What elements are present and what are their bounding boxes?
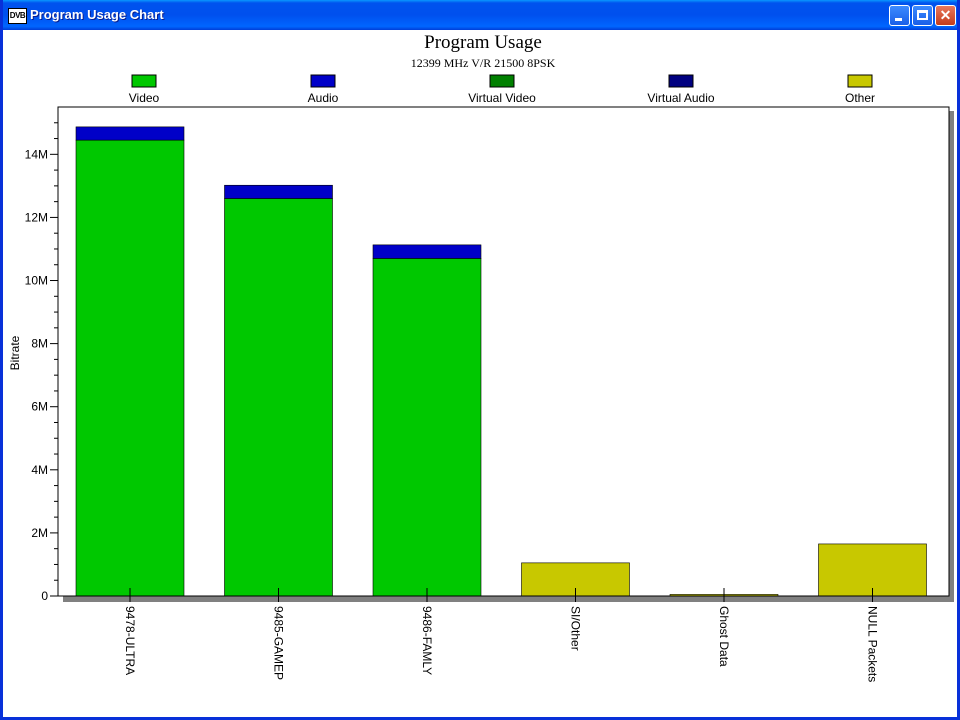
- bar-9486-famly-audio: [372, 244, 482, 259]
- bar-9478-ultra-video: [75, 139, 185, 597]
- x-tick-label: 9486-FAMLY: [420, 606, 434, 675]
- x-tick-label: 9485-GAMEP: [272, 606, 286, 680]
- legend-label-0: Video: [129, 91, 160, 105]
- legend-swatch-3: [668, 74, 694, 88]
- minimize-button[interactable]: [889, 5, 910, 26]
- title-bar[interactable]: DVB Program Usage Chart ✕: [3, 0, 957, 30]
- legend-label-2: Virtual Video: [468, 91, 536, 105]
- y-axis-label: Bitrate: [8, 335, 22, 370]
- bar-null-packets-other: [818, 543, 927, 597]
- chart-subtitle: 12399 MHz V/R 21500 8PSK: [411, 56, 556, 70]
- bar-9486-famly-video: [372, 258, 482, 597]
- maximize-button[interactable]: [912, 5, 933, 26]
- minimize-icon: [895, 18, 902, 21]
- legend-swatch-1: [310, 74, 336, 88]
- x-tick-label: SI/Other: [569, 606, 583, 651]
- y-tick-label: 12M: [25, 210, 48, 224]
- plot-area: [57, 106, 950, 597]
- y-tick-label: 0: [41, 589, 48, 603]
- legend-label-4: Other: [845, 91, 875, 105]
- x-tick-label: Ghost Data: [717, 606, 731, 667]
- y-tick-label: 14M: [25, 147, 48, 161]
- dvb-app-icon[interactable]: DVB: [8, 8, 27, 24]
- maximize-icon: [917, 10, 928, 20]
- program-usage-chart: Program Usage 12399 MHz V/R 21500 8PSK V…: [8, 32, 954, 682]
- window-title: Program Usage Chart: [30, 7, 164, 22]
- legend-label-3: Virtual Audio: [647, 91, 714, 105]
- x-tick-label: NULL Packets: [866, 606, 880, 682]
- chart-legend: Video Audio Virtual Video Virtual Audio Othe…: [129, 74, 875, 105]
- bar-9485-gamep-video: [224, 198, 333, 597]
- close-icon: ✕: [939, 7, 952, 23]
- y-tick-label: 8M: [31, 337, 48, 351]
- bar-9485-gamep-audio: [224, 184, 333, 199]
- legend-swatch-2: [489, 74, 515, 88]
- bars-group: [75, 126, 927, 597]
- legend-swatch-4: [847, 74, 873, 88]
- y-tick-label: 6M: [31, 400, 48, 414]
- legend-label-1: Audio: [308, 91, 339, 105]
- x-tick-label: 9478-ULTRA: [123, 606, 137, 675]
- legend-swatch-0: [131, 74, 157, 88]
- close-button[interactable]: ✕: [935, 5, 956, 26]
- x-axis: 9478-ULTRA 9485-GAMEP 9486-FAMLY SI/Other Gh…: [58, 588, 949, 682]
- y-axis: 0 2M 4M 6M 8M 10M 12M 14M: [25, 107, 59, 603]
- y-tick-label: 10M: [25, 274, 48, 288]
- bar-9478-ultra-audio: [75, 126, 185, 141]
- y-tick-label: 4M: [31, 463, 48, 477]
- y-tick-label: 2M: [31, 526, 48, 540]
- chart-title: Program Usage: [424, 32, 542, 53]
